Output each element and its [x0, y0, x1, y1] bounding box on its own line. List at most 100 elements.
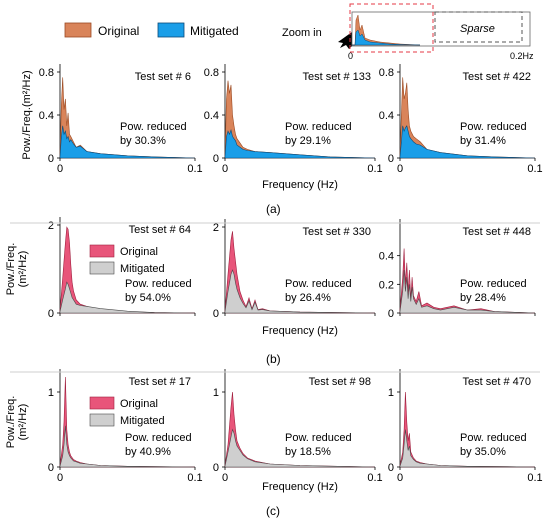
y-axis-label: (m²/Hz): [17, 251, 29, 288]
annotation-line-1: Pow. reduced: [285, 278, 352, 290]
y-tick-label: 0: [213, 308, 219, 320]
legend-mitigated-label: Mitigated: [190, 24, 239, 38]
legend-original-label: Original: [120, 398, 158, 410]
series-area-mitigated: [224, 428, 376, 468]
chart-panel-b-3: 0 0.2 0.4 Test set # 448 Pow. reduced by 28.4…: [379, 219, 536, 320]
zoom-arrow-icon: [338, 32, 352, 49]
y-tick-label: 0: [213, 153, 219, 165]
annotation-line-2: by 30.3%: [120, 135, 166, 147]
annotation-line-2: by 35.0%: [460, 446, 506, 458]
chart-title: Test set # 448: [463, 226, 532, 238]
chart-panel-a-1: 0 0.4 0.8 0 0.1 Test set # 6 Pow. reduced by 30…: [21, 64, 203, 175]
x-tick-label: 0: [397, 472, 403, 484]
chart-panel-c-2: 0 1 0 0.1 Test set # 98 Pow. reduced by 18.5% F…: [213, 369, 383, 493]
annotation-line-2: by 29.1%: [285, 135, 331, 147]
y-tick-label: 0.8: [204, 67, 219, 79]
sparse-region-box: [434, 11, 523, 43]
x-tick-label: 0: [222, 472, 228, 484]
annotation-line-2: by 31.4%: [460, 135, 506, 147]
chart-title: Test set # 64: [129, 224, 191, 236]
legend-mitigated-label: Mitigated: [120, 263, 165, 275]
annotation-line-2: by 18.5%: [285, 446, 331, 458]
y-tick-label: 0.2: [379, 279, 394, 291]
sparse-label: Sparse: [460, 23, 495, 35]
y-tick-label: 1: [213, 387, 219, 399]
x-axis-label: Frequency (Hz): [262, 179, 338, 191]
panel-label-c: (c): [266, 504, 280, 518]
y-tick-label: 0.4: [379, 251, 394, 263]
x-tick-label: 0: [222, 163, 228, 175]
y-axis-label: Pow./Freq.: [5, 396, 17, 449]
y-tick-label: 0.4: [379, 110, 394, 122]
legend-top: Original Mitigated: [64, 22, 239, 38]
x-tick-label: 0.1: [367, 163, 382, 175]
chart-title: Test set # 422: [463, 71, 532, 83]
x-tick-label: 0: [57, 163, 63, 175]
y-tick-label: 0: [48, 308, 54, 320]
y-tick-label: 0.8: [39, 67, 54, 79]
x-tick-label: 0.1: [367, 472, 382, 484]
x-tick-label: 0: [397, 163, 403, 175]
legend-original-swatch: [89, 244, 115, 258]
chart-title: Test set # 133: [303, 71, 372, 83]
y-axis-label: Pow./Freq.: [5, 243, 17, 296]
chart-panel-c-3: 0 1 0 0.1 Test set # 470 Pow. reduced by 35.0%: [388, 369, 543, 484]
charts-container: 0 0.4 0.8 0 0.1 Test set # 6 Pow. reduced by 30…: [5, 64, 543, 493]
series-area-mitigated: [59, 125, 196, 159]
legend-mitigated-label: Mitigated: [120, 415, 165, 427]
chart-panel-b-2: 0 2 Test set # 330 Pow. reduced by 26.4% Freq…: [213, 219, 376, 337]
y-tick-label: 0.4: [204, 110, 219, 122]
legend-original-swatch: [89, 396, 115, 410]
y-tick-label: 1: [48, 387, 54, 399]
series-area-mitigated: [59, 281, 196, 314]
panel-label-b: (b): [266, 352, 281, 366]
legend-mitigated-swatch: [89, 413, 115, 427]
chart-panel-b-1: 0 2 Test set # 64 Pow. reduced by 54.0% Pow./…: [5, 217, 196, 320]
y-axis-label: (m²/Hz): [17, 404, 29, 441]
series-area-mitigated: [224, 129, 376, 159]
series-area-mitigated: [59, 425, 196, 468]
y-tick-label: 0: [388, 308, 394, 320]
annotation-line-1: Pow. reduced: [460, 121, 527, 133]
chart-title: Test set # 470: [463, 376, 532, 388]
legend-original-swatch: [64, 22, 92, 38]
chart-title: Test set # 98: [309, 376, 371, 388]
inset-axes: [351, 11, 531, 47]
y-tick-label: 0: [213, 462, 219, 474]
y-tick-label: 0.8: [379, 67, 394, 79]
y-tick-label: 0: [388, 462, 394, 474]
x-axis-label: Frequency (Hz): [262, 481, 338, 493]
annotation-line-1: Pow. reduced: [120, 121, 187, 133]
legend-original-label: Original: [120, 246, 158, 258]
annotation-line-1: Pow. reduced: [460, 432, 527, 444]
zoom-inset: Zoom in Sparse 0 0.2Hz: [282, 3, 534, 61]
y-tick-label: 2: [48, 220, 54, 232]
zoom-region-box: [349, 3, 434, 53]
y-tick-label: 2: [213, 222, 219, 234]
legend-mitigated-swatch: [157, 22, 185, 38]
annotation-line-1: Pow. reduced: [285, 121, 352, 133]
zoom-in-label: Zoom in: [282, 27, 322, 39]
x-tick-label: 0.1: [527, 472, 542, 484]
x-tick-label: 0.1: [527, 163, 542, 175]
annotation-line-2: by 26.4%: [285, 292, 331, 304]
series-area-mitigated: [399, 125, 536, 159]
series-area-mitigated: [224, 269, 376, 314]
y-tick-label: 1: [388, 387, 394, 399]
chart-panel-a-2: 0 0.4 0.8 0 0.1 Test set # 133 Pow. reduced by …: [204, 64, 383, 191]
x-tick-label: 0.1: [187, 472, 202, 484]
chart-title: Test set # 6: [135, 71, 191, 83]
y-axis-label: Pow./Freq.(m²/Hz): [21, 70, 33, 159]
x-tick-label: 0: [57, 472, 63, 484]
legend-mitigated-swatch: [89, 261, 115, 275]
x-tick-label: 0.1: [187, 163, 202, 175]
inset-spectrum-mitigated: [352, 29, 421, 46]
annotation-line-1: Pow. reduced: [125, 432, 192, 444]
annotation-line-2: by 28.4%: [460, 292, 506, 304]
y-tick-label: 0: [48, 153, 54, 165]
series-area-mitigated: [399, 429, 536, 468]
panel-label-a: (a): [266, 202, 281, 216]
chart-panel-a-3: 0 0.4 0.8 0 0.1 Test set # 422 Pow. reduced by …: [379, 64, 543, 175]
inset-tick-02: 0.2Hz: [510, 51, 534, 61]
